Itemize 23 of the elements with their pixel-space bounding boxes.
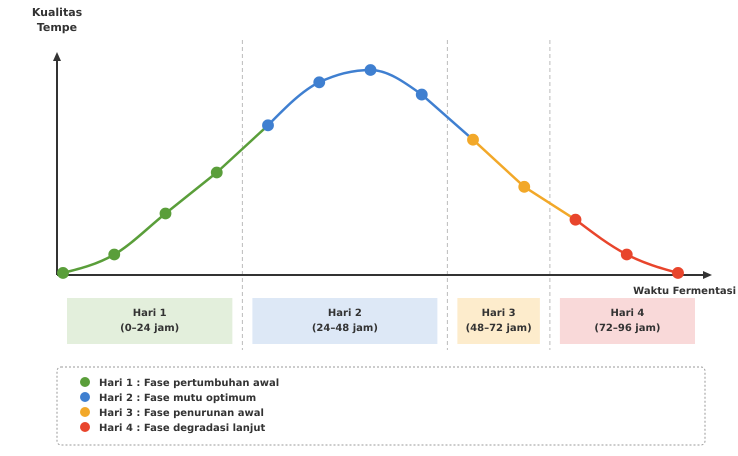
legend-label: Hari 3 : Fase penurunan awal (99, 408, 264, 419)
point (570, 214, 582, 226)
point (620, 248, 633, 260)
point (210, 166, 223, 178)
text: Hari 4 (72–96 jam) (594, 308, 660, 334)
point (518, 180, 530, 193)
legend-label: Hari 1 : Fase pertumbuhan awal (99, 378, 280, 389)
text: Hari 3 (48–72 jam) (466, 308, 532, 334)
point (416, 88, 428, 101)
legend-label: Hari 4 : Fase degradasi lanjut (99, 423, 266, 434)
point (672, 267, 684, 279)
point (467, 134, 479, 146)
point (57, 267, 69, 279)
x-axis-title: Waktu Fermentasi (633, 286, 736, 297)
point (364, 64, 376, 76)
y-axis-title: Kualitas Tempe (32, 6, 83, 34)
point (160, 208, 172, 220)
text: Hari 2 (24–48 jam) (312, 308, 378, 334)
legend-label: Hari 2 : Fase mutu optimum (99, 393, 256, 404)
point (262, 119, 274, 132)
point (108, 248, 120, 260)
text: Hari 1 (0–24 jam) (120, 308, 180, 334)
point (313, 76, 326, 88)
